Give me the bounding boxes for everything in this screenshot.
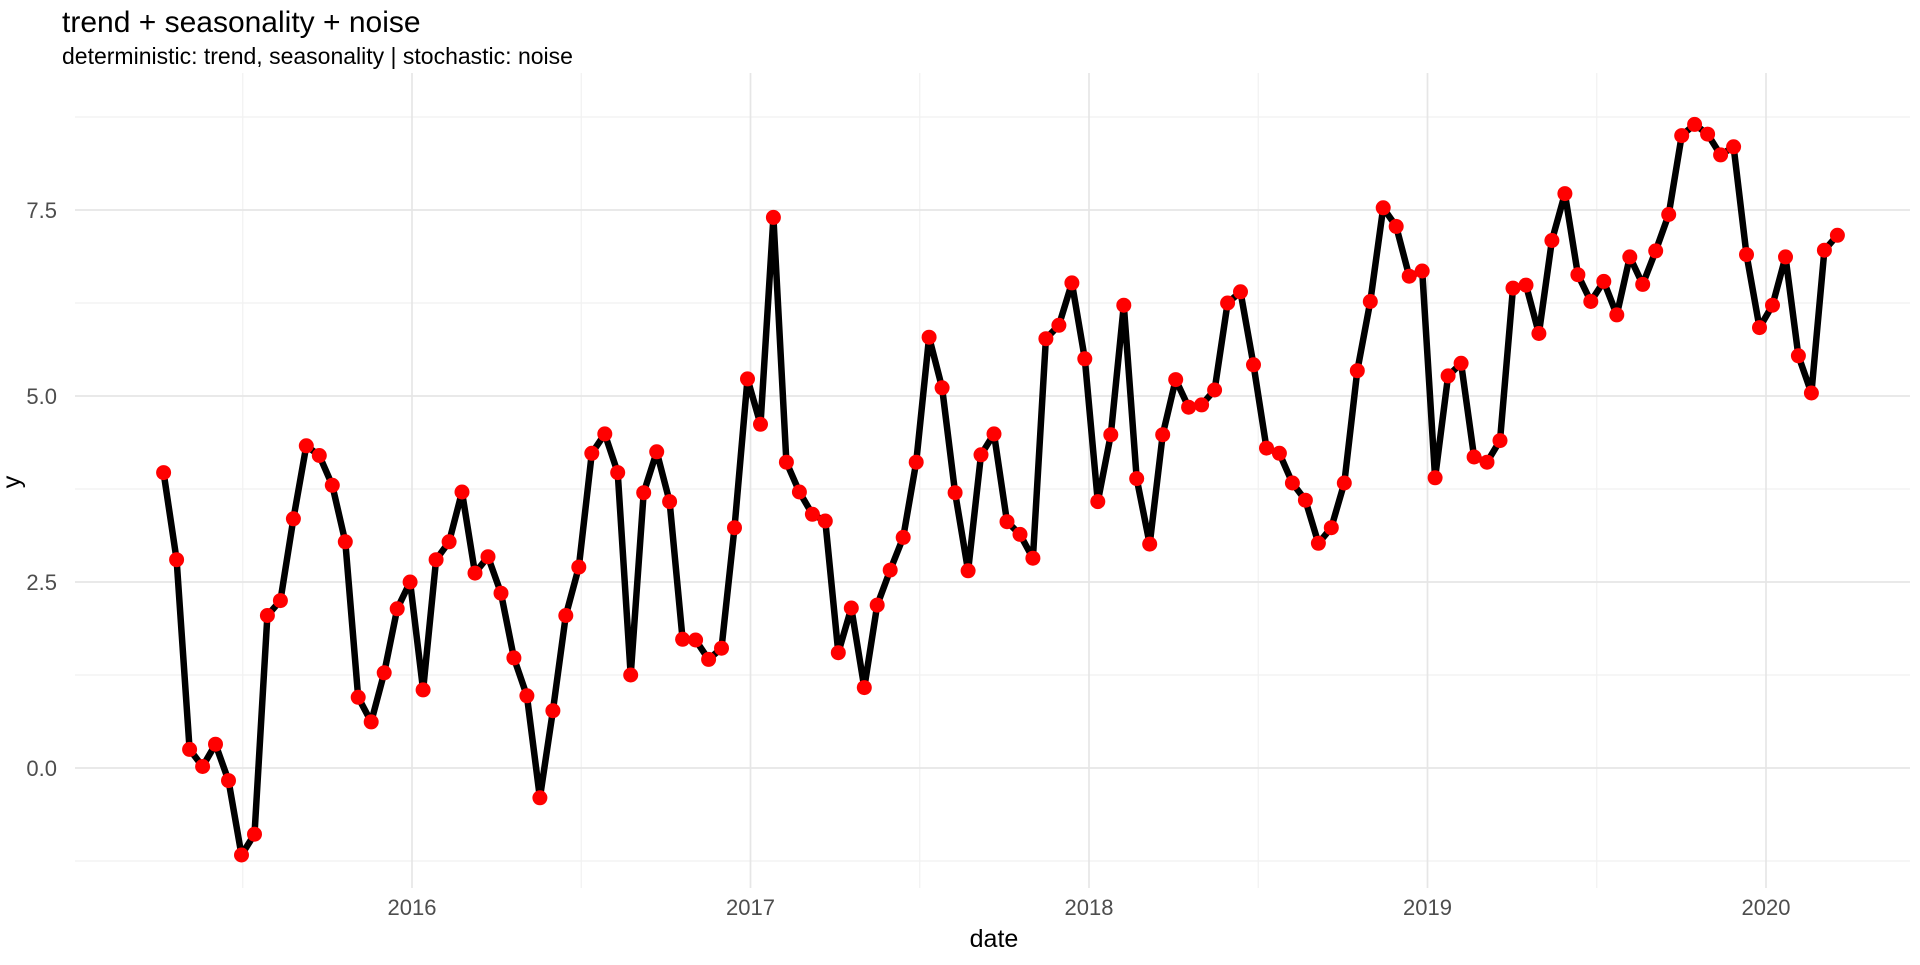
- svg-text:7.5: 7.5: [26, 198, 57, 223]
- x-axis-title: date: [970, 925, 1019, 953]
- y-axis-tick-labels: 0.0 2.5 5.0 7.5: [26, 198, 57, 781]
- svg-text:0.0: 0.0: [26, 756, 57, 781]
- data-line: [160, 121, 1841, 859]
- gridlines-major: [75, 73, 1910, 888]
- svg-text:2020: 2020: [1742, 895, 1791, 920]
- svg-text:5.0: 5.0: [26, 384, 57, 409]
- svg-text:2.5: 2.5: [26, 570, 57, 595]
- chart-title: trend + seasonality + noise: [62, 6, 421, 39]
- y-axis-title: y: [0, 475, 26, 488]
- chart-subtitle: deterministic: trend, seasonality | stoc…: [62, 43, 573, 69]
- data-points: [156, 116, 1845, 863]
- svg-text:2019: 2019: [1403, 895, 1452, 920]
- x-axis-tick-labels: 2016 2017 2018 2019 2020: [388, 895, 1791, 920]
- svg-text:2017: 2017: [726, 895, 775, 920]
- svg-text:2018: 2018: [1065, 895, 1114, 920]
- svg-text:2016: 2016: [388, 895, 437, 920]
